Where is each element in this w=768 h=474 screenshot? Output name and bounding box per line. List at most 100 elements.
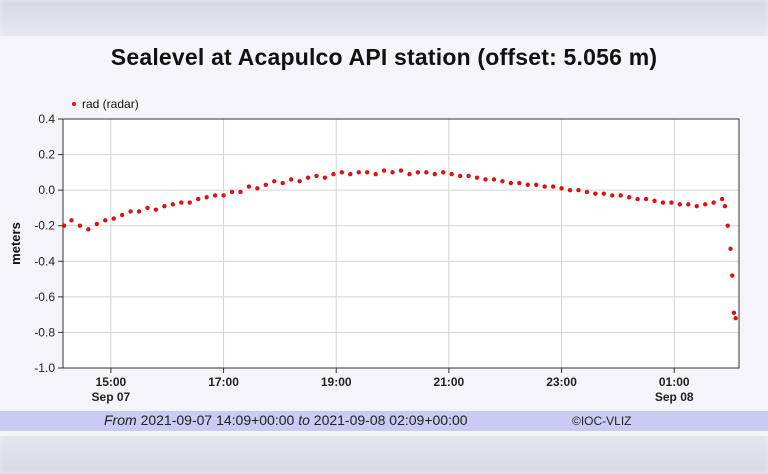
data-point-72 <box>669 200 674 205</box>
data-point-55 <box>525 182 530 188</box>
data-point-40 <box>398 168 404 173</box>
x-tick-label-3: 21:00 <box>434 375 465 389</box>
data-point-37 <box>373 171 378 177</box>
data-point-61 <box>576 187 581 193</box>
data-point-3 <box>86 227 91 232</box>
data-point-47 <box>457 173 463 179</box>
data-point-65 <box>610 193 615 198</box>
data-point-63 <box>593 191 598 196</box>
data-point-30 <box>314 173 319 179</box>
data-point-5 <box>103 218 108 223</box>
blurred-bottom-strip <box>0 430 768 474</box>
data-point-4 <box>94 221 100 227</box>
data-point-60 <box>567 187 573 193</box>
data-point-38 <box>381 168 387 173</box>
data-point-57 <box>542 184 547 189</box>
data-point-17 <box>204 195 209 200</box>
legend-label-0: rad (radar) <box>82 97 139 111</box>
data-point-76 <box>703 202 708 207</box>
data-point-15 <box>187 200 192 205</box>
data-point-24 <box>263 182 268 188</box>
data-point-7 <box>119 212 125 218</box>
y-tick-label-1: 0.2 <box>38 148 55 162</box>
y-tick-label-2: 0.0 <box>38 183 55 197</box>
data-point-11 <box>153 207 159 212</box>
from-word: From <box>104 412 137 428</box>
data-point-33 <box>339 170 345 175</box>
data-point-46 <box>449 171 454 177</box>
data-point-44 <box>432 171 437 177</box>
data-point-48 <box>466 173 471 179</box>
data-point-83 <box>731 310 737 316</box>
data-point-77 <box>711 200 716 205</box>
chart-title: Sealevel at Acapulco API station (offset… <box>110 44 658 70</box>
x-tick-label-1: 17:00 <box>208 375 239 389</box>
data-point-80 <box>725 223 730 228</box>
data-point-31 <box>322 175 328 180</box>
data-point-49 <box>474 175 480 180</box>
data-point-70 <box>652 198 657 204</box>
credit-label: ©IOC-VLIZ <box>572 414 632 428</box>
data-point-1 <box>69 218 74 223</box>
plot-frame <box>62 118 740 369</box>
data-point-42 <box>415 170 421 175</box>
data-point-27 <box>288 177 294 182</box>
data-point-10 <box>145 205 150 211</box>
y-tick-label-6: -0.8 <box>34 325 55 339</box>
data-point-19 <box>221 193 226 198</box>
data-point-25 <box>272 179 277 184</box>
data-point-43 <box>424 170 429 175</box>
data-point-64 <box>601 191 606 196</box>
data-point-82 <box>730 273 735 278</box>
to-value: 2021-09-08 02:09+00:00 <box>313 412 468 428</box>
y-axis-label: meters <box>8 222 23 265</box>
x-tick-label-4: 23:00 <box>546 375 577 389</box>
data-point-26 <box>280 180 285 186</box>
data-point-58 <box>550 184 556 189</box>
x-date-label-5: Sep 08 <box>655 390 694 404</box>
data-point-2 <box>77 223 83 228</box>
data-point-29 <box>305 175 311 180</box>
data-point-8 <box>128 209 133 214</box>
data-point-14 <box>179 200 184 205</box>
data-point-39 <box>390 170 395 175</box>
data-point-78 <box>719 196 725 202</box>
data-point-0 <box>61 223 67 228</box>
data-point-12 <box>162 203 167 209</box>
data-point-68 <box>635 196 640 202</box>
data-point-50 <box>483 177 488 182</box>
data-point-51 <box>491 177 497 182</box>
data-point-69 <box>643 196 649 202</box>
x-tick-label-2: 19:00 <box>321 375 352 389</box>
y-tick-label-5: -0.6 <box>34 290 55 304</box>
data-point-13 <box>170 202 176 207</box>
data-point-73 <box>677 202 683 207</box>
data-point-59 <box>559 186 564 191</box>
y-tick-label-3: -0.2 <box>34 219 55 233</box>
data-point-34 <box>348 171 353 177</box>
data-point-45 <box>441 170 446 175</box>
data-point-74 <box>686 202 691 207</box>
data-point-9 <box>136 209 142 214</box>
blurred-top-strip <box>0 0 768 40</box>
data-point-67 <box>626 195 632 200</box>
y-tick-label-7: -1.0 <box>34 361 55 375</box>
legend-marker-0 <box>72 102 76 106</box>
data-point-6 <box>111 216 116 221</box>
data-point-56 <box>534 182 539 188</box>
data-point-71 <box>660 200 666 205</box>
data-point-79 <box>722 203 728 209</box>
y-tick-label-0: 0.4 <box>38 112 55 126</box>
data-point-23 <box>255 186 260 191</box>
data-point-32 <box>331 171 336 177</box>
data-point-52 <box>500 179 505 184</box>
to-word: to <box>298 412 310 428</box>
data-point-20 <box>229 189 235 195</box>
data-point-66 <box>618 193 623 198</box>
data-point-84 <box>733 316 738 321</box>
data-point-41 <box>407 171 412 177</box>
data-point-35 <box>356 170 361 175</box>
x-date-label-0: Sep 07 <box>92 390 131 404</box>
data-point-36 <box>365 170 370 175</box>
